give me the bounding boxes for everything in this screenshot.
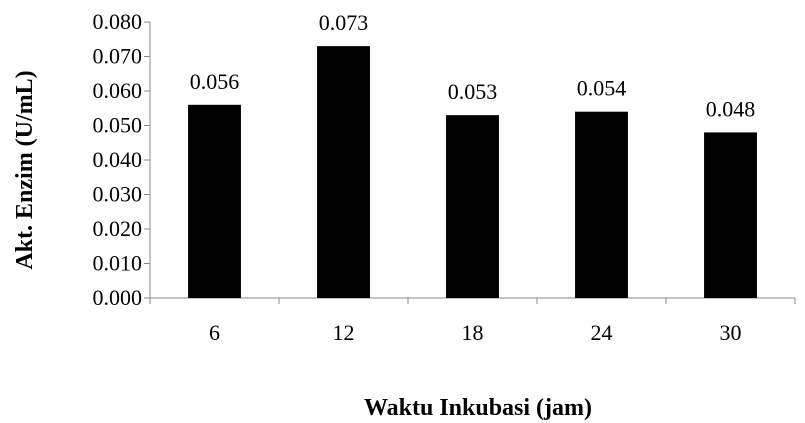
data-labels: 0.056 0.073 0.053 0.054 0.048 — [190, 10, 756, 121]
y-tick-label: 0.030 — [93, 182, 143, 207]
y-tick-label: 0.070 — [93, 44, 143, 69]
x-tick-label: 30 — [720, 320, 742, 345]
data-label: 0.056 — [190, 69, 240, 94]
y-tick-label: 0.060 — [93, 78, 143, 103]
data-label: 0.073 — [319, 10, 369, 35]
y-tick-label: 0.010 — [93, 251, 143, 276]
bar — [575, 111, 628, 298]
y-tick-label: 0.080 — [93, 9, 143, 34]
x-axis: 6 12 18 24 30 — [149, 297, 796, 345]
x-tick-label: 6 — [209, 320, 220, 345]
y-tick-label: 0.000 — [93, 285, 143, 310]
x-axis-title: Waktu Inkubasi (jam) — [364, 395, 592, 421]
bars — [188, 46, 757, 299]
x-tick-label: 24 — [591, 320, 613, 345]
y-tick-label: 0.050 — [93, 113, 143, 138]
data-label: 0.054 — [577, 76, 627, 101]
y-tick-label: 0.040 — [93, 147, 143, 172]
x-tick-label: 12 — [333, 320, 355, 345]
y-tick-label: 0.020 — [93, 216, 143, 241]
bar — [704, 132, 757, 298]
bar — [188, 104, 241, 298]
y-axis-title: Akt. Enzim (U/mL) — [12, 70, 38, 269]
data-label: 0.053 — [448, 79, 498, 104]
bar — [446, 115, 499, 299]
y-axis: 0.000 0.010 0.020 0.030 0.040 0.050 0.060 0.070… — [93, 9, 151, 310]
data-label: 0.048 — [706, 96, 756, 121]
bar — [317, 46, 370, 299]
x-tick-label: 18 — [462, 320, 484, 345]
